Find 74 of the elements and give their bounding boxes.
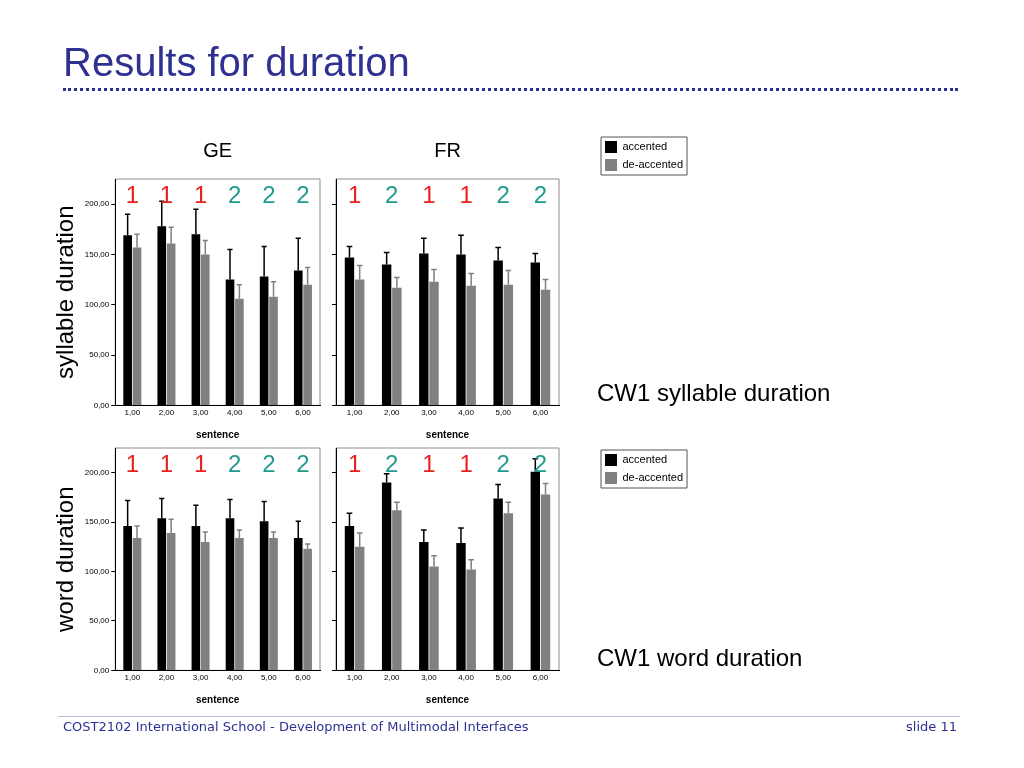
annotation: 1 <box>125 449 140 477</box>
x-tick-label: 5,00 <box>261 408 278 418</box>
text: slide 11 <box>906 719 957 734</box>
annotation: 2 <box>228 180 242 208</box>
annotation: 1 <box>459 180 473 208</box>
y-tick-label: 0,00 <box>93 400 110 410</box>
text: CW1 syllable duration <box>597 379 831 407</box>
y-tick-label: 200,00 <box>84 467 110 477</box>
y-tick-label: 100,00 <box>84 566 110 576</box>
annotation: 2 <box>296 180 310 208</box>
annotation: 2 <box>262 180 276 208</box>
annotation: 1 <box>125 180 140 208</box>
annotation: 2 <box>533 180 548 208</box>
y-tick-label: 0,00 <box>93 665 110 675</box>
x-tick-label: 4,00 <box>458 673 475 683</box>
x-tick-label: 4,00 <box>226 673 244 683</box>
x-tick-label: 6,00 <box>532 673 549 683</box>
legend-label: accented <box>622 140 668 153</box>
text: COST2102 International School - Development of Multimodal Interfaces <box>63 719 529 734</box>
annotation: 1 <box>193 180 208 208</box>
x-tick-label: 5,00 <box>495 408 512 418</box>
x-axis-title: sentence <box>195 693 240 705</box>
legend-label: de-accented <box>622 158 684 171</box>
y-axis-title: word duration <box>51 486 79 633</box>
x-axis-title: sentence <box>425 428 470 440</box>
x-tick-label: 1,00 <box>346 673 363 683</box>
legend-label: de-accented <box>622 471 684 484</box>
annotation: 2 <box>496 449 510 477</box>
x-tick-label: 3,00 <box>192 673 209 683</box>
annotation: 2 <box>385 449 399 477</box>
x-tick-label: 2,00 <box>158 408 175 418</box>
x-tick-label: 3,00 <box>192 408 209 418</box>
annotation: 2 <box>262 449 276 477</box>
annotation: 1 <box>422 449 436 477</box>
y-tick-label: 150,00 <box>84 517 110 527</box>
x-tick-label: 6,00 <box>295 673 312 683</box>
annotation: 1 <box>159 180 174 208</box>
x-tick-label: 2,00 <box>383 408 401 418</box>
annotation: 1 <box>159 449 174 477</box>
x-axis-title: sentence <box>195 428 240 440</box>
y-axis-title: syllable duration <box>51 205 79 379</box>
x-tick-label: 4,00 <box>226 408 244 418</box>
x-tick-label: 3,00 <box>421 408 438 418</box>
x-tick-label: 1,00 <box>346 408 363 418</box>
y-tick-label: 100,00 <box>84 299 110 309</box>
annotation: 1 <box>193 449 208 477</box>
legend-label: accented <box>622 453 668 466</box>
annotation: 1 <box>347 449 362 477</box>
y-tick-label: 200,00 <box>84 199 110 209</box>
x-tick-label: 3,00 <box>421 673 438 683</box>
chart-title: GE <box>203 138 233 161</box>
annotation: 2 <box>228 449 242 477</box>
x-tick-label: 5,00 <box>261 673 278 683</box>
x-tick-label: 6,00 <box>532 408 549 418</box>
text: Results for duration <box>63 40 410 85</box>
x-tick-label: 5,00 <box>495 673 512 683</box>
y-tick-label: 150,00 <box>84 249 110 259</box>
y-tick-label: 50,00 <box>89 616 110 626</box>
text: CW1 word duration <box>597 644 803 672</box>
annotation: 2 <box>296 449 310 477</box>
x-tick-label: 4,00 <box>458 408 475 418</box>
annotation: 1 <box>422 180 436 208</box>
x-tick-label: 2,00 <box>383 673 401 683</box>
annotation: 2 <box>496 180 510 208</box>
y-tick-label: 50,00 <box>89 350 110 360</box>
x-tick-label: 1,00 <box>124 408 141 418</box>
chart-title: FR <box>434 138 461 161</box>
x-axis-title: sentence <box>425 693 470 705</box>
annotation: 1 <box>347 180 362 208</box>
x-tick-label: 2,00 <box>158 673 175 683</box>
annotation: 1 <box>459 449 473 477</box>
x-tick-label: 1,00 <box>124 673 141 683</box>
x-tick-label: 6,00 <box>295 408 312 418</box>
annotation: 2 <box>385 180 399 208</box>
